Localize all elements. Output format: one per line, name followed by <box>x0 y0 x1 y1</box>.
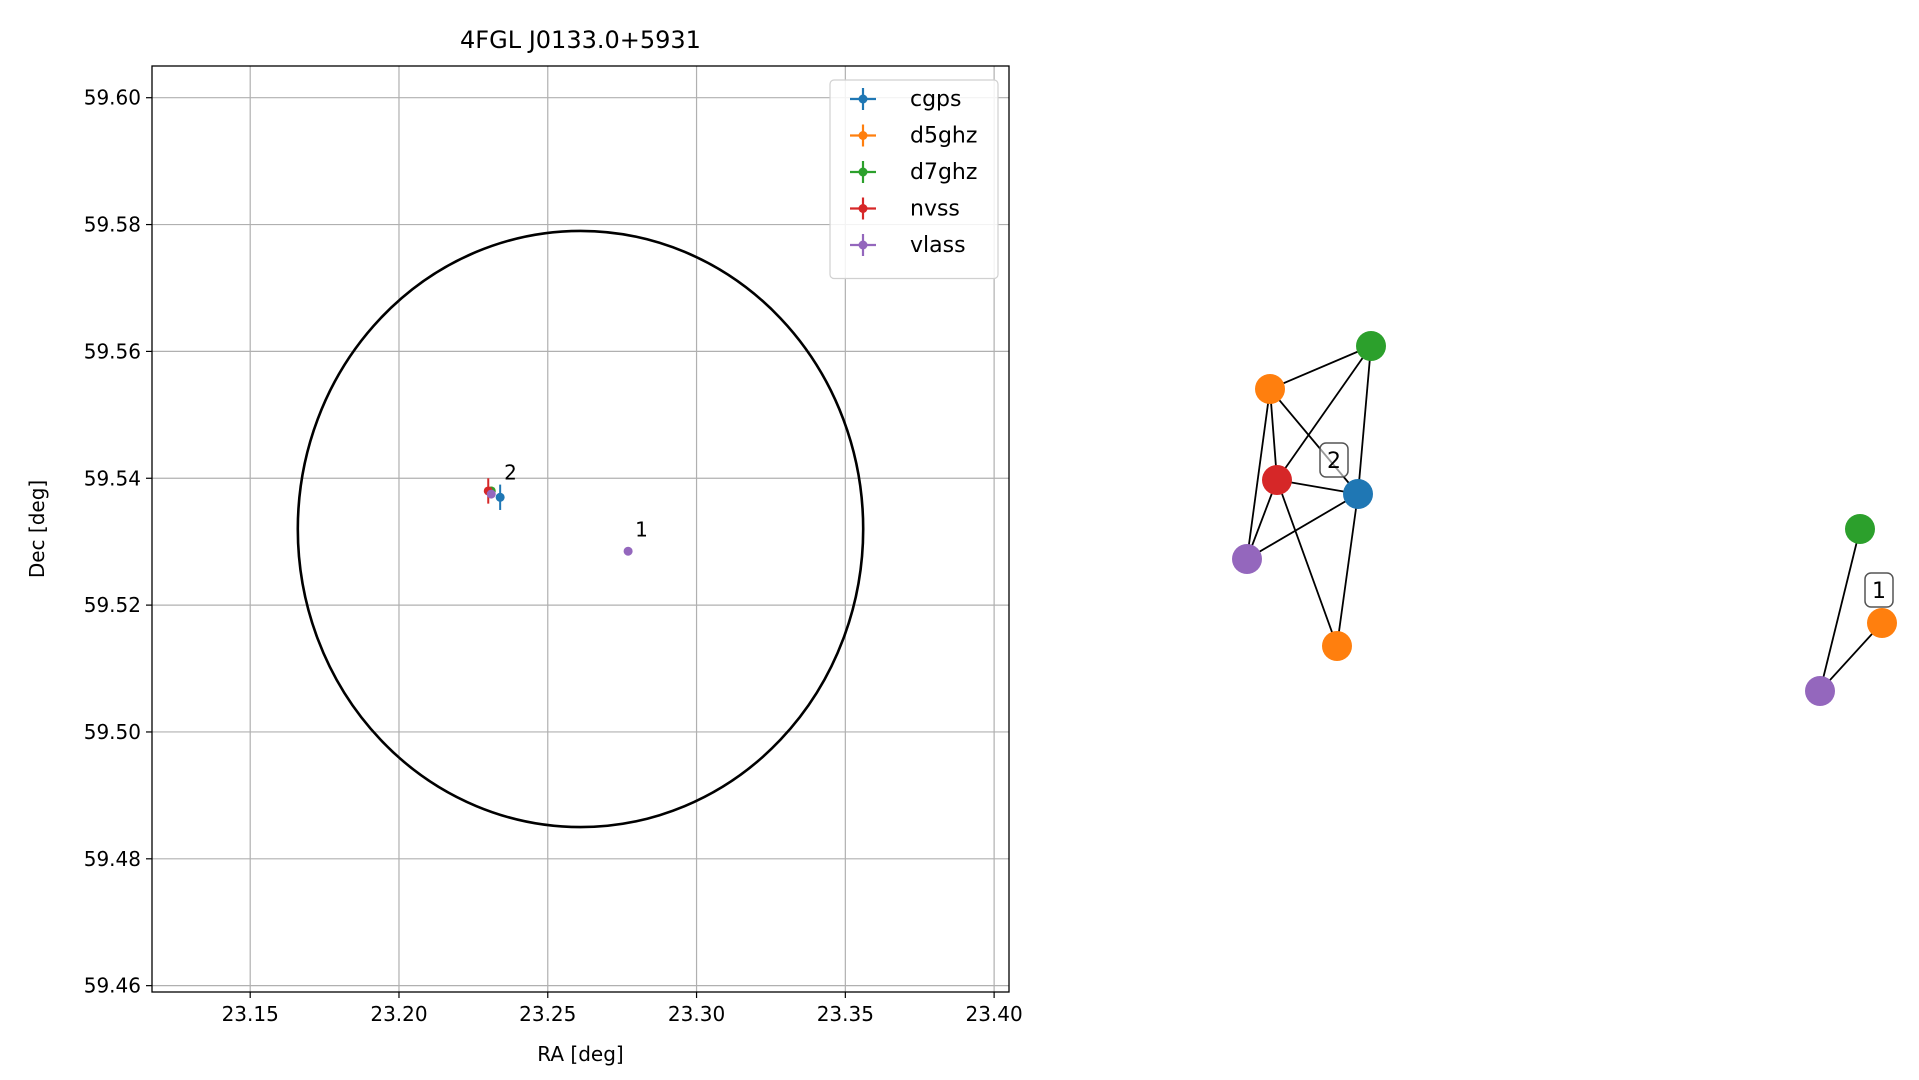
network-nodes <box>1232 331 1897 706</box>
network-node-vlass <box>1805 676 1835 706</box>
point-vlass <box>623 546 633 556</box>
scatter-plot: 21 23.15 23.20 23.25 23.30 23.35 23.40 59.465… <box>25 26 1023 1066</box>
network-group-label-box <box>1864 572 1894 608</box>
y-tick-label: 59.48 <box>84 847 141 871</box>
x-tick-label: 23.40 <box>965 1002 1022 1026</box>
legend-label-d5ghz: d5ghz <box>910 124 977 149</box>
y-axis-label: Dec [deg] <box>25 480 49 578</box>
legend-marker-d5ghz <box>858 131 868 140</box>
y-tick-label: 59.52 <box>84 593 141 617</box>
legend-label-cgps: cgps <box>910 87 962 112</box>
x-tick-label: 23.35 <box>817 1002 874 1026</box>
network-graph: 21 <box>1232 331 1897 706</box>
annotation-label: 1 <box>635 518 648 542</box>
legend-marker-vlass <box>858 240 868 250</box>
legend-marker-nvss <box>858 204 868 213</box>
network-edge <box>1269 388 1278 481</box>
y-tick-label: 59.60 <box>84 86 141 110</box>
network-edge <box>1276 345 1372 481</box>
network-node-d7 <box>1845 514 1875 544</box>
x-axis-ticks: 23.15 23.20 23.25 23.30 23.35 23.40 <box>222 992 1023 1026</box>
legend-label-vlass: vlass <box>910 233 966 258</box>
network-node-d5a <box>1255 374 1285 404</box>
legend: cgps d5ghz d7ghz nvss vlass <box>829 79 999 280</box>
y-tick-label: 59.50 <box>84 720 141 744</box>
point-cgps <box>495 492 505 502</box>
y-axis-ticks: 59.46 59.48 59.50 59.52 59.54 59.56 59.58 59.60 <box>84 86 152 998</box>
legend-box <box>829 79 999 280</box>
axes-frame <box>151 65 1010 993</box>
y-tick-label: 59.58 <box>84 213 141 237</box>
legend-marker-cgps <box>858 94 868 104</box>
network-node-vlass <box>1232 544 1262 574</box>
points-layer <box>483 478 633 556</box>
annotations-layer: 21 <box>504 460 648 541</box>
network-edge <box>1336 493 1359 647</box>
network-group-label-box <box>1319 442 1349 478</box>
legend-marker-d7ghz <box>858 167 868 177</box>
y-tick-label: 59.46 <box>84 974 141 998</box>
network-edge <box>1246 493 1359 560</box>
network-edge <box>1819 622 1883 692</box>
network-edge <box>1246 388 1271 560</box>
y-tick-label: 59.54 <box>84 466 141 490</box>
x-tick-label: 23.15 <box>222 1002 279 1026</box>
network-node-d5 <box>1867 608 1897 638</box>
x-tick-label: 23.30 <box>668 1002 725 1026</box>
x-tick-label: 23.25 <box>519 1002 576 1026</box>
point-vlass <box>486 489 496 499</box>
network-node-d7 <box>1356 331 1386 361</box>
y-tick-label: 59.56 <box>84 339 141 363</box>
network-edge <box>1276 479 1338 647</box>
network-edge <box>1357 345 1372 495</box>
legend-label-nvss: nvss <box>910 197 960 222</box>
legend-label-d7ghz: d7ghz <box>910 160 977 185</box>
network-node-nvss <box>1262 465 1292 495</box>
network-node-cgps <box>1343 479 1373 509</box>
x-tick-label: 23.20 <box>370 1002 427 1026</box>
network-node-d5b <box>1322 631 1352 661</box>
network-group-label: 2 <box>1327 449 1341 474</box>
x-axis-label: RA [deg] <box>537 1042 623 1066</box>
error-circle-layer <box>296 229 865 829</box>
network-edges <box>1246 345 1883 692</box>
network-group-labels: 21 <box>1319 442 1894 608</box>
annotation-label: 2 <box>504 460 517 484</box>
chart-title: 4FGL J0133.0+5931 <box>460 26 701 54</box>
network-edge <box>1269 345 1372 390</box>
error-circle <box>296 229 865 829</box>
network-group-label: 1 <box>1872 579 1886 604</box>
network-edge <box>1819 528 1861 692</box>
